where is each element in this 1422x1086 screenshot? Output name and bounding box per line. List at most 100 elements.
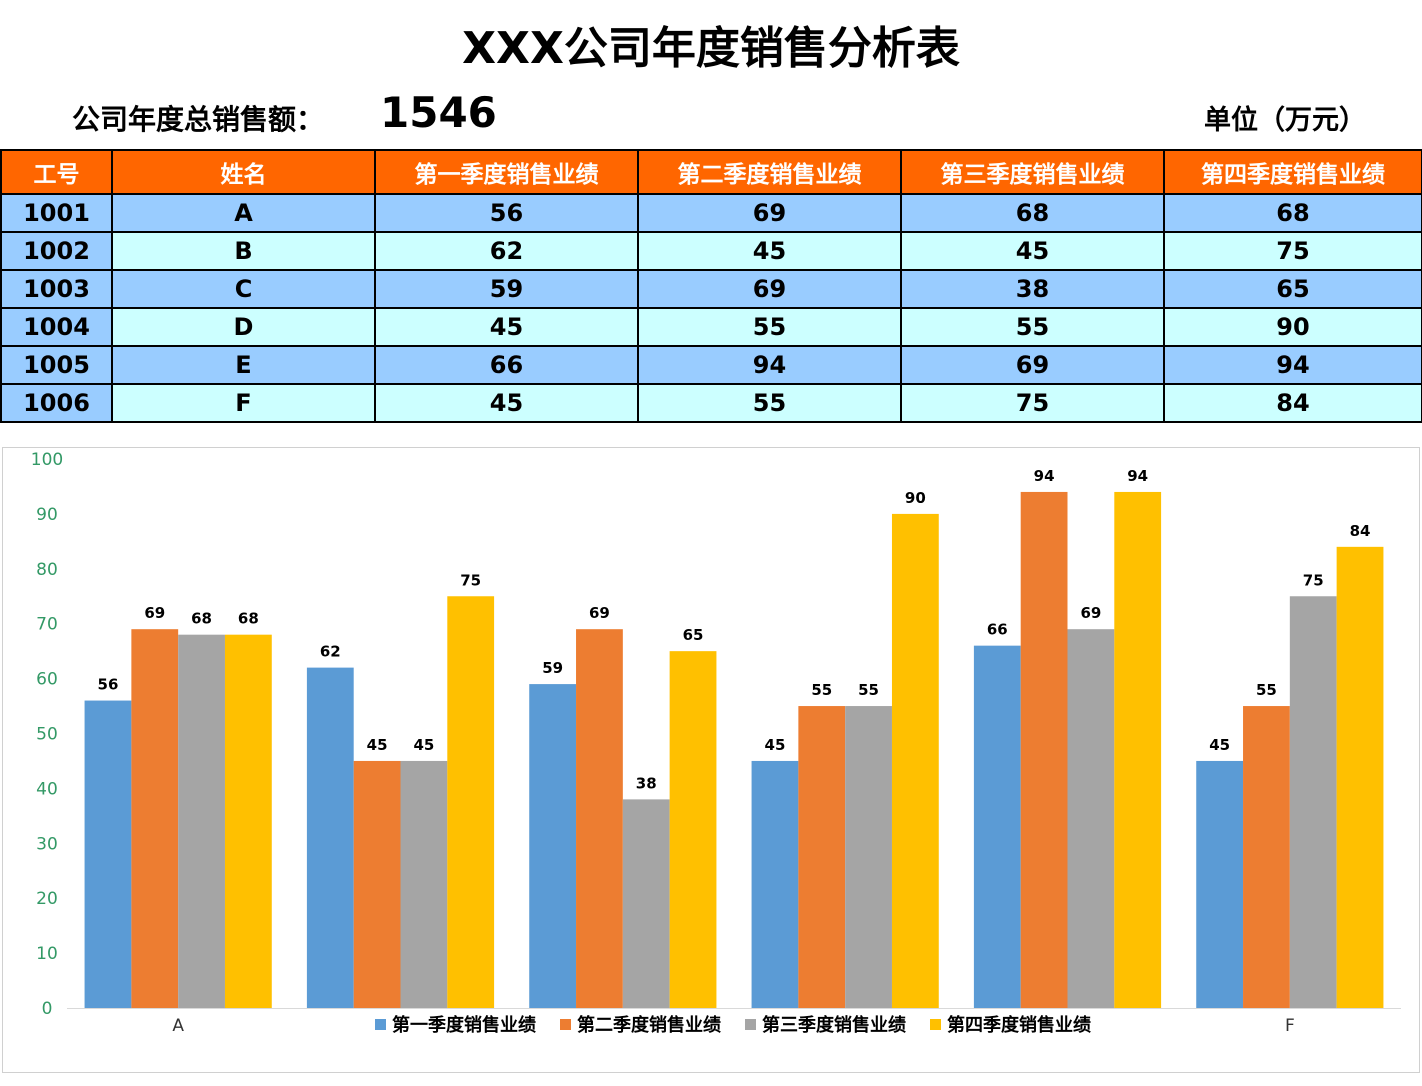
x-tick-label: A: [172, 1016, 184, 1036]
bar: [576, 629, 623, 1008]
legend-label: 第四季度销售业绩: [947, 1014, 1091, 1036]
data-label: 84: [1350, 522, 1371, 540]
table-row: 1002 B 62 45 45 75: [0, 231, 1422, 271]
data-label: 45: [413, 736, 434, 754]
header-employee-id: 工号: [0, 149, 113, 195]
data-label: 94: [1034, 467, 1055, 485]
cell-employee-id: 1003: [0, 269, 113, 309]
cell-name: D: [111, 307, 376, 347]
bar: [131, 629, 179, 1008]
legend-swatch: [745, 1019, 756, 1030]
sales-chart: 0 10 20 30 40 50 60 70 80 90 100 56 69 68 68 62 45 45 75 59…: [2, 447, 1420, 1073]
bar: [622, 799, 670, 1008]
sales-table: 工号 姓名 第一季度销售业绩 第二季度销售业绩 第三季度销售业绩 第四季度销售业…: [0, 149, 1422, 423]
table-row: 1003 C 59 69 38 65: [0, 269, 1422, 309]
y-tick-label: 80: [36, 560, 58, 580]
header-name: 姓名: [111, 149, 376, 195]
y-tick-label: 20: [36, 889, 58, 909]
bar: [973, 645, 1021, 1008]
cell-name: B: [111, 231, 376, 271]
bar: [353, 760, 401, 1008]
cell-q4: 68: [1163, 193, 1422, 233]
bar: [84, 700, 132, 1008]
bar: [400, 760, 448, 1008]
y-tick-label: 10: [36, 944, 58, 964]
total-sales-label: 公司年度总销售额：: [72, 103, 325, 136]
bar: [1114, 491, 1162, 1008]
y-tick-label: 100: [31, 450, 63, 470]
cell-employee-id: 1004: [0, 307, 113, 347]
table-header-row: 工号 姓名 第一季度销售业绩 第二季度销售业绩 第三季度销售业绩 第四季度销售业…: [0, 149, 1422, 195]
cell-q3: 45: [900, 231, 1165, 271]
table-row: 1004 D 45 55 55 90: [0, 307, 1422, 347]
y-tick-label: 70: [36, 615, 58, 635]
legend-swatch: [375, 1019, 386, 1030]
y-tick-label: 60: [36, 670, 58, 690]
legend-swatch: [930, 1019, 941, 1030]
table-row: 1005 E 66 94 69 94: [0, 345, 1422, 385]
data-label: 55: [1256, 681, 1277, 699]
cell-q1: 66: [374, 345, 639, 385]
table-row: 1006 F 45 55 75 84: [0, 383, 1422, 423]
data-label: 59: [542, 659, 563, 677]
cell-q1: 59: [374, 269, 639, 309]
y-tick-label: 50: [36, 725, 58, 745]
cell-q2: 69: [637, 193, 902, 233]
data-label: 90: [905, 489, 926, 507]
legend-swatch: [560, 1019, 571, 1030]
bar: [798, 706, 846, 1008]
cell-name: C: [111, 269, 376, 309]
data-label: 55: [858, 681, 879, 699]
data-label: 62: [320, 643, 341, 661]
data-label: 45: [765, 736, 786, 754]
cell-q2: 69: [637, 269, 902, 309]
cell-q2: 55: [637, 383, 902, 423]
cell-q2: 94: [637, 345, 902, 385]
data-label: 75: [460, 571, 481, 589]
data-label: 45: [367, 736, 388, 754]
data-label: 68: [238, 610, 259, 628]
data-label: 65: [683, 626, 704, 644]
cell-q3: 68: [900, 193, 1165, 233]
data-label: 69: [144, 604, 165, 622]
total-sales-value: 1546: [380, 88, 497, 137]
cell-q1: 45: [374, 307, 639, 347]
y-tick-label: 30: [36, 834, 58, 854]
header-q2: 第二季度销售业绩: [637, 149, 902, 195]
bar: [1336, 546, 1384, 1008]
cell-q2: 45: [637, 231, 902, 271]
x-tick-label: F: [1285, 1016, 1295, 1036]
sales-bar-chart-svg: 0 10 20 30 40 50 60 70 80 90 100 56 69 68 68 62 45 45 75 59…: [31, 450, 1401, 1036]
cell-name: F: [111, 383, 376, 423]
data-label: 68: [191, 610, 212, 628]
cell-q4: 84: [1163, 383, 1422, 423]
bar: [1067, 629, 1115, 1008]
table-row: 1001 A 56 69 68 68: [0, 193, 1422, 233]
cell-q1: 56: [374, 193, 639, 233]
cell-q4: 94: [1163, 345, 1422, 385]
cell-employee-id: 1005: [0, 345, 113, 385]
bar: [751, 760, 799, 1008]
header-q4: 第四季度销售业绩: [1163, 149, 1422, 195]
cell-q4: 65: [1163, 269, 1422, 309]
page-title: XXX公司年度销售分析表: [462, 23, 960, 74]
data-label: 69: [1080, 604, 1101, 622]
cell-q1: 45: [374, 383, 639, 423]
y-tick-label: 40: [36, 779, 58, 799]
cell-q3: 69: [900, 345, 1165, 385]
y-tick-label: 0: [42, 999, 53, 1019]
bar: [1020, 491, 1068, 1008]
bar: [1289, 596, 1337, 1008]
legend-label: 第一季度销售业绩: [392, 1014, 536, 1036]
cell-employee-id: 1002: [0, 231, 113, 271]
cell-name: A: [111, 193, 376, 233]
data-label: 45: [1209, 736, 1230, 754]
data-label: 69: [589, 604, 610, 622]
cell-q3: 75: [900, 383, 1165, 423]
bar: [1243, 706, 1290, 1008]
header-q1: 第一季度销售业绩: [374, 149, 639, 195]
cell-q4: 90: [1163, 307, 1422, 347]
data-label: 75: [1303, 571, 1324, 589]
legend-label: 第三季度销售业绩: [762, 1014, 906, 1036]
cell-q1: 62: [374, 231, 639, 271]
